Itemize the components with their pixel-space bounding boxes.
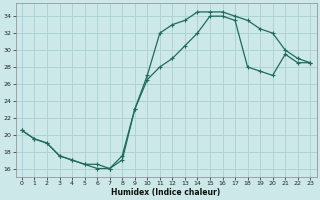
X-axis label: Humidex (Indice chaleur): Humidex (Indice chaleur): [111, 188, 221, 197]
